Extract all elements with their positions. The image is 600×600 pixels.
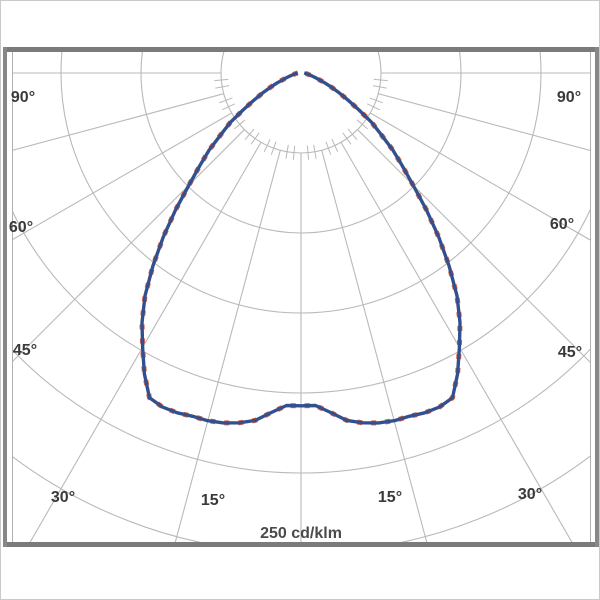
angle-label-60-left: 60°: [8, 219, 34, 236]
angle-label-15-right: 15°: [377, 489, 403, 506]
polar-radial-line: [12, 112, 232, 241]
intensity-curve-c0-c180: [140, 71, 462, 425]
frame-left-border: [3, 47, 7, 547]
angle-label-15-left: 15°: [200, 492, 226, 509]
polar-minor-tick: [215, 85, 230, 89]
angle-label-30-right: 30°: [517, 486, 543, 503]
polar-minor-tick: [285, 144, 289, 159]
angle-label-30-left: 30°: [50, 489, 76, 506]
angle-label-60-right: 60°: [549, 216, 575, 233]
polar-minor-tick: [369, 97, 383, 104]
polar-minor-tick: [347, 128, 358, 140]
angle-label-45-left: 45°: [12, 342, 38, 359]
polar-minor-tick: [313, 144, 317, 159]
frame-top-border: [3, 47, 599, 52]
polar-radial-line: [174, 150, 281, 542]
polar-minor-tick: [244, 128, 255, 140]
polar-radial-line: [378, 93, 591, 152]
polar-minor-tick: [214, 78, 229, 82]
polar-radial-line: [370, 112, 591, 242]
frame-right-border: [595, 47, 599, 547]
polar-minor-tick: [366, 103, 381, 111]
polar-minor-tick: [372, 85, 387, 89]
angle-label-90-right: 90°: [556, 89, 582, 106]
frame-bottom-border: [3, 542, 599, 547]
intensity-unit-label: 250 cd/klm: [260, 525, 342, 542]
polar-minor-tick: [306, 145, 310, 160]
polar-radial-line: [29, 142, 262, 542]
polar-minor-tick: [270, 141, 277, 155]
polar-ring: [220, 52, 382, 154]
polar-radial-line: [321, 150, 428, 542]
polar-radial-line: [12, 129, 245, 363]
angle-label-45-right: 45°: [557, 344, 583, 361]
polar-minor-tick: [221, 103, 236, 111]
polar-radial-line: [12, 93, 224, 152]
polar-minor-tick: [342, 132, 352, 145]
polar-minor-tick: [356, 119, 368, 130]
polar-minor-tick: [263, 138, 271, 153]
polar-radial-line: [340, 142, 573, 542]
polar-minor-tick: [250, 132, 260, 145]
polar-minor-tick: [234, 119, 246, 130]
polar-minor-tick: [292, 145, 296, 160]
angle-label-90-left: 90°: [10, 89, 36, 106]
polar-minor-tick: [331, 138, 339, 153]
polar-minor-tick: [325, 141, 332, 155]
polar-radial-line: [357, 129, 591, 364]
polar-minor-tick: [219, 97, 233, 104]
polar-minor-tick: [373, 78, 388, 82]
